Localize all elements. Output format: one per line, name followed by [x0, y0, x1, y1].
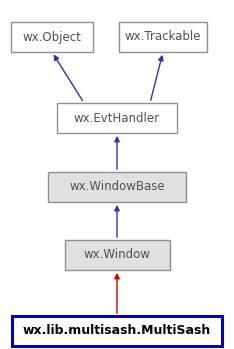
FancyBboxPatch shape [119, 22, 207, 52]
FancyBboxPatch shape [57, 103, 177, 133]
FancyBboxPatch shape [11, 22, 93, 52]
Text: wx.lib.multisash.MultiSash: wx.lib.multisash.MultiSash [23, 325, 211, 337]
Text: wx.Trackable: wx.Trackable [125, 30, 201, 44]
Text: wx.WindowBase: wx.WindowBase [69, 180, 165, 193]
FancyBboxPatch shape [65, 240, 169, 270]
Text: wx.Object: wx.Object [22, 30, 81, 44]
Text: wx.EvtHandler: wx.EvtHandler [74, 111, 160, 125]
Text: wx.Window: wx.Window [84, 248, 150, 261]
FancyBboxPatch shape [12, 316, 222, 346]
FancyBboxPatch shape [48, 172, 186, 202]
